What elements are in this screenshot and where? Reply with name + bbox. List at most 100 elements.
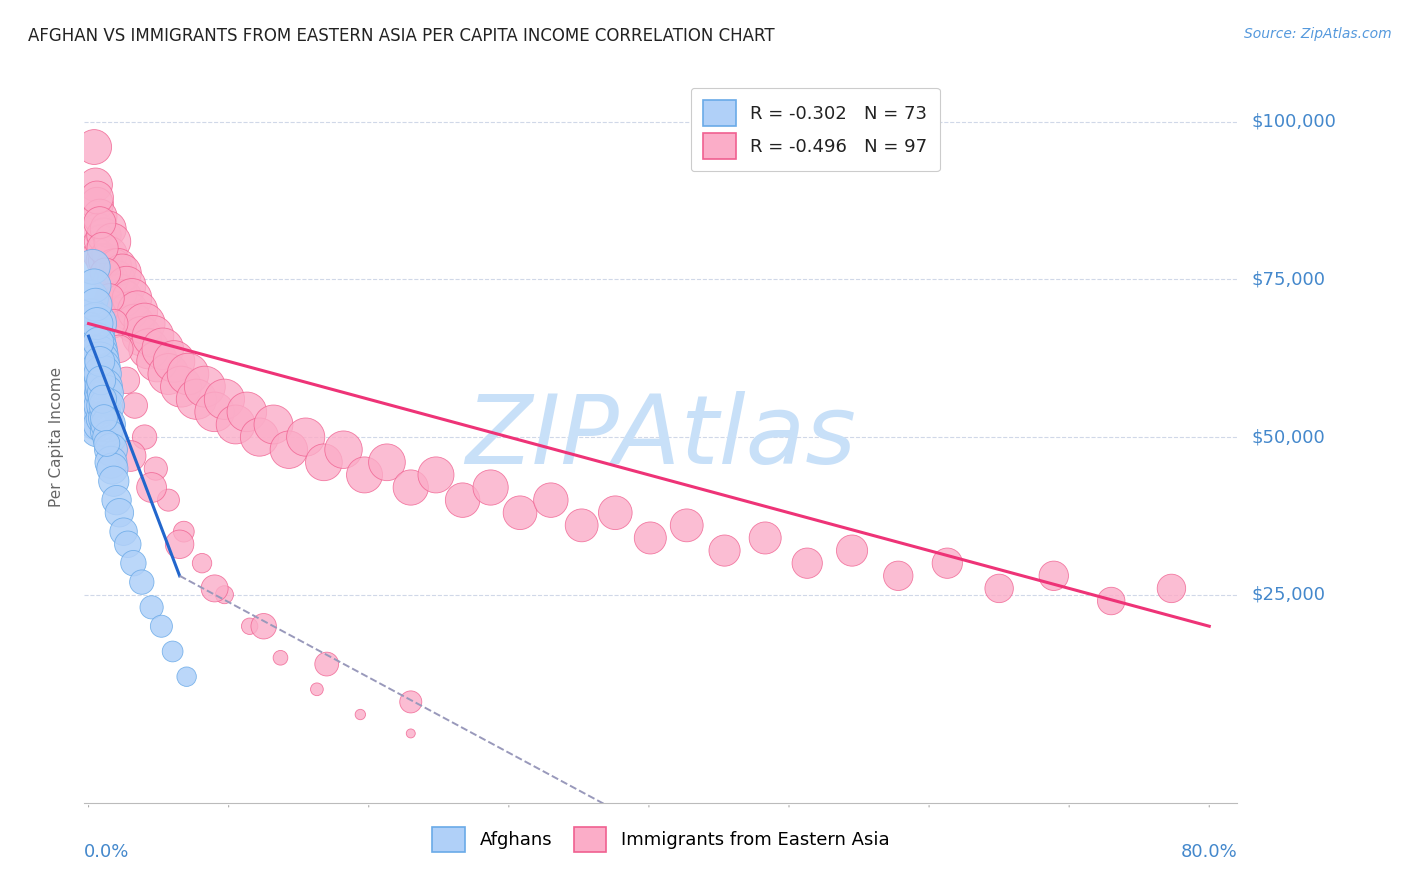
Point [91, 253, 114, 268]
Point [605, 506, 627, 520]
Point [887, 569, 910, 583]
Point [225, 417, 247, 432]
Point [83, 405, 105, 419]
Point [124, 399, 146, 413]
Point [479, 481, 502, 495]
Point [91, 367, 114, 381]
Point [841, 543, 863, 558]
Point [80, 348, 103, 362]
Point [157, 493, 180, 508]
Point [96, 266, 118, 280]
Point [89, 373, 111, 387]
Point [86, 424, 108, 438]
Point [191, 556, 214, 570]
Point [84, 373, 107, 387]
Point [108, 342, 131, 356]
Point [89, 216, 111, 230]
Point [91, 241, 114, 255]
Text: $75,000: $75,000 [1251, 270, 1326, 288]
Text: $50,000: $50,000 [1251, 428, 1324, 446]
Point [98, 247, 121, 261]
Point [176, 670, 198, 684]
Point [277, 442, 299, 457]
Point [93, 228, 115, 243]
Point [105, 493, 128, 508]
Point [96, 399, 118, 413]
Point [89, 354, 111, 368]
Point [163, 354, 186, 368]
Point [94, 411, 117, 425]
Point [263, 417, 285, 432]
Point [87, 222, 110, 236]
Point [122, 556, 145, 570]
Point [90, 360, 112, 375]
Point [97, 417, 120, 432]
Point [169, 537, 191, 551]
Y-axis label: Per Capita Income: Per Capita Income [49, 367, 63, 508]
Point [162, 644, 184, 658]
Point [91, 392, 114, 407]
Point [988, 582, 1011, 596]
Point [84, 178, 107, 192]
Point [83, 329, 105, 343]
Point [90, 399, 112, 413]
Point [83, 140, 105, 154]
Point [103, 474, 125, 488]
Point [101, 235, 124, 249]
Point [204, 405, 226, 419]
Point [399, 726, 422, 740]
Point [100, 442, 122, 457]
Point [115, 373, 138, 387]
Point [170, 379, 193, 393]
Point [108, 285, 131, 299]
Point [101, 461, 124, 475]
Point [100, 455, 122, 469]
Point [83, 386, 105, 401]
Point [83, 367, 105, 381]
Point [399, 695, 422, 709]
Point [80, 367, 103, 381]
Point [79, 323, 101, 337]
Point [1160, 582, 1182, 596]
Point [134, 430, 156, 444]
Point [315, 657, 337, 671]
Point [305, 682, 328, 697]
Point [127, 304, 149, 318]
Point [186, 392, 208, 407]
Point [83, 278, 105, 293]
Point [103, 317, 125, 331]
Point [96, 436, 118, 450]
Point [86, 379, 108, 393]
Point [353, 467, 375, 482]
Point [754, 531, 776, 545]
Point [249, 430, 271, 444]
Point [89, 417, 111, 432]
Point [80, 310, 103, 325]
Point [194, 379, 217, 393]
Point [138, 342, 160, 356]
Text: 0.0%: 0.0% [84, 843, 129, 861]
Point [152, 342, 174, 356]
Text: AFGHAN VS IMMIGRANTS FROM EASTERN ASIA PER CAPITA INCOME CORRELATION CHART: AFGHAN VS IMMIGRANTS FROM EASTERN ASIA P… [28, 27, 775, 45]
Point [82, 335, 104, 350]
Point [87, 386, 110, 401]
Point [214, 392, 236, 407]
Point [451, 493, 474, 508]
Point [84, 392, 107, 407]
Point [87, 405, 110, 419]
Point [312, 455, 335, 469]
Point [105, 272, 128, 286]
Point [84, 298, 107, 312]
Point [84, 317, 107, 331]
Point [540, 493, 562, 508]
Point [253, 619, 276, 633]
Point [96, 424, 118, 438]
Point [82, 317, 104, 331]
Point [112, 291, 135, 305]
Point [84, 417, 107, 432]
Point [86, 196, 108, 211]
Point [108, 506, 131, 520]
Point [134, 317, 156, 331]
Point [91, 386, 114, 401]
Point [89, 392, 111, 407]
